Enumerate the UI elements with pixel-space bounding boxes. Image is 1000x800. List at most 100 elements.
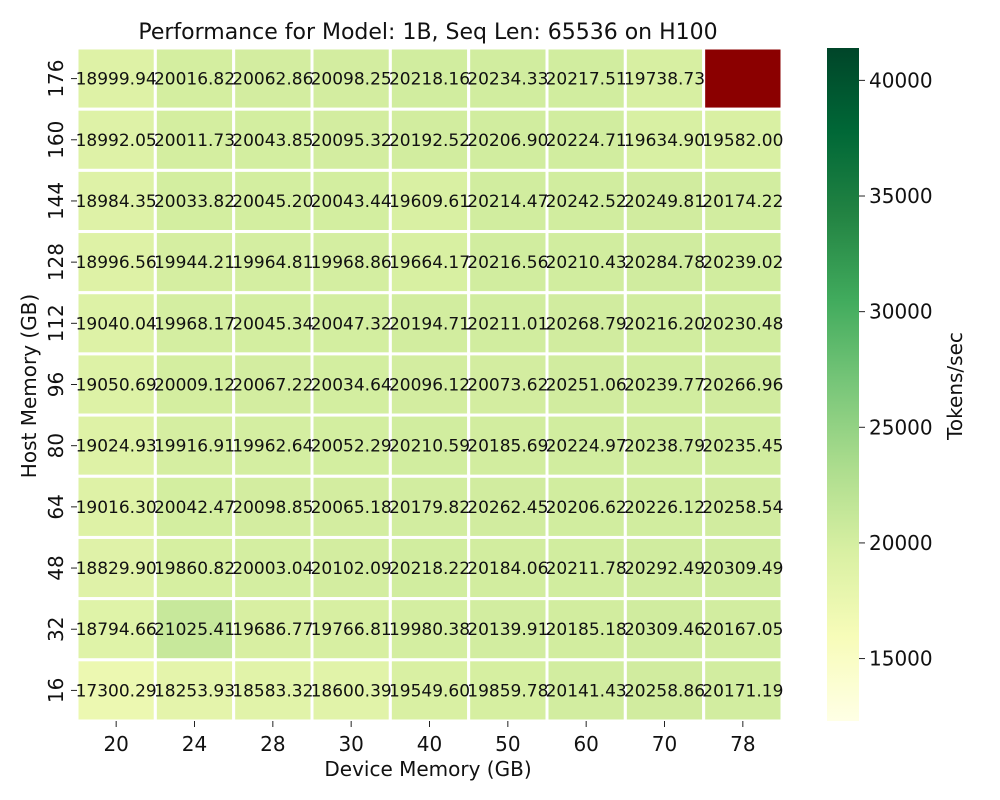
cell-value-label: 19860.82 xyxy=(154,559,235,579)
heatmap-cell xyxy=(75,352,157,417)
colorbar-tick-label: 25000 xyxy=(869,415,933,439)
cell-value-label: 20192.52 xyxy=(389,131,470,151)
heatmap-cell xyxy=(153,168,236,234)
cell-value-label: 20262.45 xyxy=(467,498,548,518)
heatmap-cell xyxy=(75,413,157,478)
cell-value-label: 19859.78 xyxy=(467,681,548,701)
heatmap-cell xyxy=(75,291,157,356)
cell-value-label: 19962.64 xyxy=(232,437,313,457)
cell-value-label: 20096.12 xyxy=(389,376,470,396)
cell-value-label: 18829.90 xyxy=(76,559,157,579)
cell-value-label: 20045.20 xyxy=(232,192,313,212)
colorbar-tick-label: 40000 xyxy=(869,68,933,92)
heatmap-cell xyxy=(623,658,706,723)
heatmap-cell xyxy=(153,535,236,601)
heatmap-cell xyxy=(702,535,784,601)
cell-value-label: 18794.66 xyxy=(76,620,157,640)
heatmap-cell xyxy=(310,597,392,662)
cell-value-label: 20226.12 xyxy=(624,498,705,518)
cell-value-label: 19664.17 xyxy=(389,253,470,273)
x-tick-label: 20 xyxy=(103,732,128,756)
colorbar-tick-label: 35000 xyxy=(869,184,933,208)
cell-value-label: 19024.93 xyxy=(76,437,157,457)
cell-value-label: 20224.71 xyxy=(546,131,627,151)
heatmap-cell xyxy=(75,535,157,601)
heatmap-cell xyxy=(75,658,157,723)
cell-value-label: 20047.32 xyxy=(311,314,392,334)
y-tick-label: 48 xyxy=(44,555,68,580)
cell-value-label: 20095.32 xyxy=(311,131,392,151)
heatmap-cell xyxy=(388,535,471,601)
cell-value-label: 19634.90 xyxy=(624,131,705,151)
heatmap-cell xyxy=(232,474,314,539)
cell-value-label: 20234.33 xyxy=(467,70,548,90)
x-tick-label: 78 xyxy=(730,732,755,756)
cell-value-label: 20268.79 xyxy=(546,314,627,334)
cell-value-label: 21025.41 xyxy=(154,620,235,640)
y-tick-label: 64 xyxy=(44,494,68,519)
y-tick-label: 80 xyxy=(44,433,68,458)
cell-value-label: 20211.78 xyxy=(546,559,627,579)
heatmap-cell xyxy=(153,230,236,295)
cell-value-label: 20185.69 xyxy=(467,437,548,457)
cell-value-label: 20179.82 xyxy=(389,498,470,518)
cell-value-label: 20210.43 xyxy=(546,253,627,273)
heatmap-cell xyxy=(388,352,471,417)
heatmap-cell xyxy=(310,474,392,539)
y-tick-label: 96 xyxy=(44,372,68,397)
y-axis-label: Host Memory (GB) xyxy=(17,294,41,478)
cell-value-label: 18600.39 xyxy=(311,681,392,701)
heatmap-cell xyxy=(702,474,784,539)
heatmap-cell xyxy=(623,597,706,662)
x-tick-label: 50 xyxy=(495,732,520,756)
colorbar xyxy=(827,48,859,721)
cell-value-label: 20266.96 xyxy=(702,376,783,396)
cell-value-label: 20230.48 xyxy=(702,314,783,334)
heatmap-cell xyxy=(623,107,706,172)
cell-value-label: 20216.56 xyxy=(467,253,548,273)
cell-value-label: 19968.86 xyxy=(311,253,392,273)
cell-value-label: 20141.43 xyxy=(546,681,627,701)
cell-value-label: 18583.32 xyxy=(232,681,313,701)
y-tick-label: 32 xyxy=(44,617,68,642)
y-tick-label: 128 xyxy=(44,243,68,281)
cell-value-label: 20067.22 xyxy=(232,376,313,396)
heatmap-cell xyxy=(545,413,627,478)
cell-value-label: 19766.81 xyxy=(311,620,392,640)
colorbar-tick-label: 15000 xyxy=(869,647,933,671)
cell-value-label: 19686.77 xyxy=(232,620,313,640)
cell-value-label: 20238.79 xyxy=(624,437,705,457)
cell-value-label: 18253.93 xyxy=(154,681,235,701)
colorbar-label: Tokens/sec xyxy=(943,332,967,441)
heatmap-cell xyxy=(388,168,471,234)
x-tick-label: 40 xyxy=(417,732,442,756)
cell-value-label: 19968.17 xyxy=(154,314,235,334)
cell-value-label: 20235.45 xyxy=(702,437,783,457)
heatmap-cells xyxy=(75,46,784,723)
cell-value-label: 18999.94 xyxy=(76,70,157,90)
cell-value-label: 18996.56 xyxy=(76,253,157,273)
heatmap-cell xyxy=(310,168,392,234)
cell-value-label: 20011.73 xyxy=(154,131,235,151)
cell-value-label: 20214.47 xyxy=(467,192,548,212)
cell-value-label: 20065.18 xyxy=(311,498,392,518)
y-tick-label: 176 xyxy=(44,59,68,97)
heatmap-cell xyxy=(467,535,549,601)
cell-value-label: 20009.12 xyxy=(154,376,235,396)
heatmap-cell-labels: 18999.9420016.8220062.8620098.2520218.16… xyxy=(76,70,784,702)
heatmap-cell xyxy=(75,474,157,539)
cell-value-label: 20194.71 xyxy=(389,314,470,334)
cell-value-label: 19944.21 xyxy=(154,253,235,273)
cell-value-label: 20045.34 xyxy=(232,314,313,334)
chart-title: Performance for Model: 1B, Seq Len: 6553… xyxy=(138,20,717,45)
y-tick-label: 16 xyxy=(44,678,68,703)
y-tick-label: 160 xyxy=(44,121,68,159)
cell-value-label: 17300.29 xyxy=(76,681,157,701)
cell-value-label: 20042.47 xyxy=(154,498,235,518)
cell-value-label: 20292.49 xyxy=(624,559,705,579)
heatmap-cell xyxy=(702,46,784,111)
y-tick-label: 144 xyxy=(44,182,68,220)
cell-value-label: 20043.44 xyxy=(311,192,392,212)
heatmap-cell xyxy=(545,535,627,601)
cell-value-label: 20174.22 xyxy=(702,192,783,212)
